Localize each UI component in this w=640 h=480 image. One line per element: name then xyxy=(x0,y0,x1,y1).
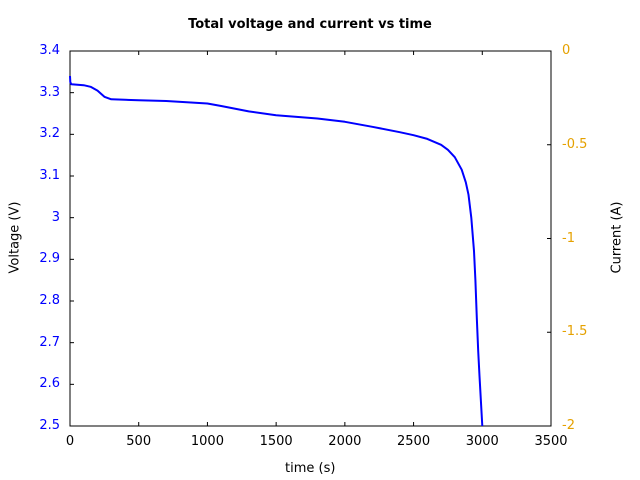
x-axis-label: time (s) xyxy=(285,461,336,476)
y-tick-label: 2.7 xyxy=(39,334,60,350)
voltage-line xyxy=(69,75,484,427)
x-tick-label: 500 xyxy=(126,434,152,449)
y2-tick-label: -2 xyxy=(562,418,575,433)
y2-axis-label: Current (A) xyxy=(609,201,625,274)
y2-tick-label: 0 xyxy=(562,43,571,58)
y2-tick-label: -0.5 xyxy=(562,136,588,152)
x-tick-label: 2500 xyxy=(397,434,431,449)
y-tick-label: 2.6 xyxy=(39,376,60,392)
y-tick-label: 3.1 xyxy=(39,168,60,183)
x-tick-label: 2000 xyxy=(328,434,362,449)
x-tick-label: 3000 xyxy=(465,434,499,449)
x-tick-label: 0 xyxy=(65,434,75,449)
y2-tick-label: -1.5 xyxy=(562,324,588,340)
y-axis-label: Voltage (V) xyxy=(7,201,23,274)
y-tick-label: 2.8 xyxy=(39,293,60,308)
y-tick-label: 3.3 xyxy=(39,84,60,100)
y-tick-label: 3 xyxy=(51,209,60,225)
y-tick-label: 3.4 xyxy=(39,43,60,58)
x-tick-label: 1000 xyxy=(190,434,224,449)
chart-title: Total voltage and current vs time xyxy=(188,17,432,32)
x-tick-label: 3500 xyxy=(534,434,568,449)
y-tick-label: 2.9 xyxy=(39,251,60,267)
x-tick-label: 1500 xyxy=(259,434,293,449)
y2-tick-label: -1 xyxy=(562,230,575,246)
y-tick-label: 2.5 xyxy=(39,418,60,433)
y-tick-label: 3.2 xyxy=(39,126,60,142)
